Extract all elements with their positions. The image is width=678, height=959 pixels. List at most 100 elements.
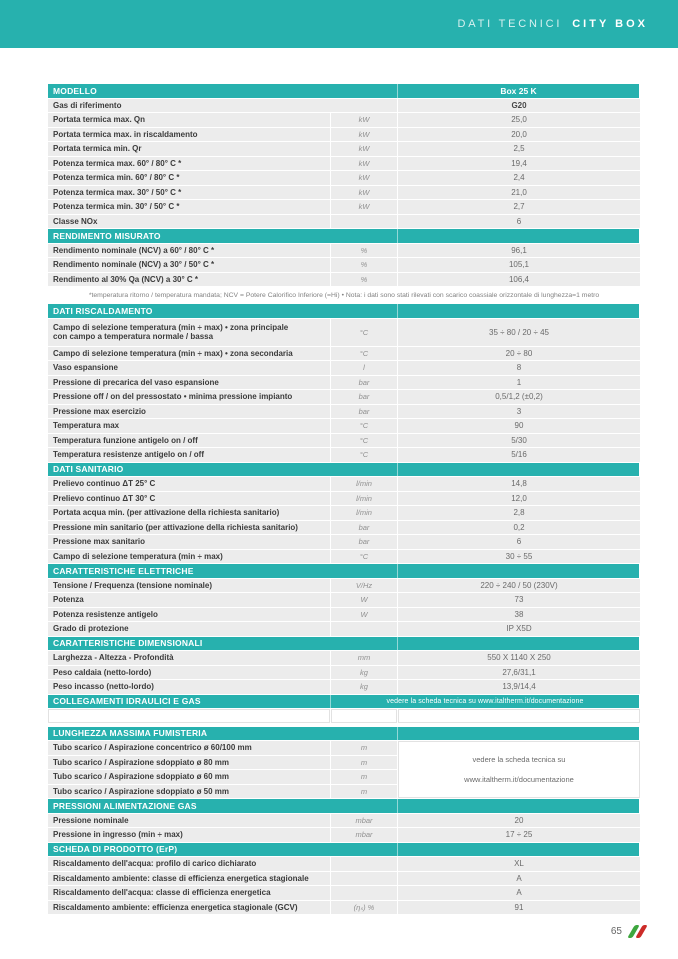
table-row: Potenza W 73 [48,593,640,607]
technical-data-table: MODELLO Box 25 K Gas di riferimento G20 Port… [48,84,640,915]
table-row: Portata acqua min. (per attivazione dell… [48,506,640,520]
table-row: Potenza termica max. 30° / 50° C * kW 21,0 [48,185,640,199]
row-label: Pressione max sanitario [48,535,330,549]
merged-value-line: vedere la scheda tecnica su [472,755,566,764]
table-row: Pressione off / on del pressostato • min… [48,390,640,404]
row-unit: m [331,770,397,784]
row-unit: m [331,741,397,755]
row-unit [331,871,397,885]
row-value: 19,4 [398,156,640,170]
fumisteria-block: Tubo scarico / Aspirazione concentrico ø… [48,741,640,799]
table-row: Potenza termica max. 60° / 80° C * kW 19,4 [48,156,640,170]
table-row: Classe NOx 6 [48,214,640,228]
table-row: Riscaldamento dell'acqua: profilo di car… [48,857,640,871]
row-label: Larghezza - Altezza - Profondità [48,651,330,665]
row-value: 5/30 [398,433,640,447]
row-label: Temperatura resistenze antigelo on / off [48,448,330,462]
section-title: CARATTERISTICHE DIMENSIONALI [48,636,397,650]
section-title: RENDIMENTO MISURATO [48,229,397,243]
row-value: 35 ÷ 80 / 20 ÷ 45 [398,318,640,346]
empty-row [48,709,640,723]
row-value: 0,5/1,2 (±0,2) [398,390,640,404]
section-header-value: Box 25 K [397,84,639,98]
table-row: Pressione nominale mbar 20 [48,813,640,827]
page-title-regular: DATI TECNICI [457,18,563,30]
row-unit: m [331,755,397,769]
fumisteria-rows: Tubo scarico / Aspirazione concentrico ø… [48,741,397,799]
top-banner: DATI TECNICI CITY BOX [0,0,678,48]
table-row: Pressione min sanitario (per attivazione… [48,520,640,534]
table-row: Rendimento al 30% Qa (NCV) a 30° C *% 106… [48,272,640,286]
table-row: Campo di selezione temperatura (min ÷ ma… [48,318,640,346]
section-header-value [397,229,639,243]
table-row: Rendimento nominale (NCV) a 60° / 80° C … [48,243,640,257]
merged-value-line: www.italtherm.it/documentazione [464,775,574,784]
row-unit: W [331,607,397,621]
row-value: XL [398,857,640,871]
italtherm-flag-icon [627,925,648,938]
row-label: Temperatura funzione antigelo on / off [48,433,330,447]
row-label: Pressione nominale [48,813,330,827]
section-header-row: CARATTERISTICHE ELETTRICHE [48,564,640,578]
row-label: Potenza termica max. 30° / 50° C * [48,185,330,199]
table-row: Tubo scarico / Aspirazione sdoppiato ø 5… [48,784,397,798]
table-footnote: *temperatura ritorno / temperatura manda… [48,287,640,303]
table-row: Pressione max esercizio bar 3 [48,404,640,418]
table-row: Potenza termica min. 60° / 80° C * kW 2,4 [48,171,640,185]
row-value: 5/16 [398,448,640,462]
row-unit: m [331,784,397,798]
row-value: 12,0 [398,491,640,505]
section-header-value [397,462,639,476]
section-title: SCHEDA DI PRODOTTO (ErP) [48,842,397,856]
row-label-line-2: con campo a temperatura normale / bassa [53,332,214,341]
row-unit: °C [331,346,397,360]
table-row: Riscaldamento dell'acqua: classe di effi… [48,886,640,900]
section-header-value [397,636,639,650]
row-unit: mm [331,651,397,665]
row-label: Portata termica min. Qr [48,142,330,156]
row-unit [331,857,397,871]
section-header-row: MODELLO Box 25 K [48,84,640,98]
row-value: 2,7 [398,200,640,214]
row-unit: l/min [331,491,397,505]
row-unit: °C [331,318,397,346]
table-row: Gas di riferimento G20 [48,98,640,112]
row-label: Portata acqua min. (per attivazione dell… [48,506,330,520]
table-row: Pressione max sanitario bar 6 [48,535,640,549]
section-header-value: vedere la scheda tecnica su www.italther… [330,694,639,708]
row-label: Vaso espansione [48,361,330,375]
row-unit [331,886,397,900]
row-value: 6 [398,535,640,549]
row-value: 14,8 [398,477,640,491]
row-unit [331,622,397,636]
row-value: G20 [398,98,640,112]
table-row: Campo di selezione temperatura (min ÷ ma… [48,549,640,563]
row-value: 106,4 [398,272,640,286]
section-header-row: DATI SANITARIO [48,462,640,476]
row-label: Potenza resistenze antigelo [48,607,330,621]
table-row: Tubo scarico / Aspirazione sdoppiato ø 8… [48,755,397,769]
section-header-row: PRESSIONI ALIMENTAZIONE GAS [48,799,640,813]
section-header-value [397,304,639,318]
row-value: 2,8 [398,506,640,520]
row-label: Campo di selezione temperatura (min ÷ ma… [48,318,330,346]
row-unit: kW [331,142,397,156]
row-unit: l/min [331,506,397,520]
row-label: Grado di protezione [48,622,330,636]
row-unit: l [331,361,397,375]
row-unit: kg [331,680,397,694]
row-label: Rendimento al 30% Qa (NCV) a 30° C * [48,272,330,286]
table-row: Pressione in ingresso (min ÷ max) mbar 17 … [48,828,640,842]
row-unit: % [331,258,397,272]
table-row: Portata termica min. Qr kW 2,5 [48,142,640,156]
table-row: Portata termica max. Qn kW 25,0 [48,113,640,127]
table-row: Tubo scarico / Aspirazione concentrico ø… [48,741,397,755]
row-label: Tensione / Frequenza (tensione nominale) [48,578,330,592]
table-row: Peso incasso (netto-lordo) kg 13,9/14,4 [48,680,640,694]
section-header-row: LUNGHEZZA MASSIMA FUMISTERIA [48,726,640,740]
section-header-row: SCHEDA DI PRODOTTO (ErP) [48,842,640,856]
table-row: Tubo scarico / Aspirazione sdoppiato ø 6… [48,770,397,784]
row-value: 2,4 [398,171,640,185]
